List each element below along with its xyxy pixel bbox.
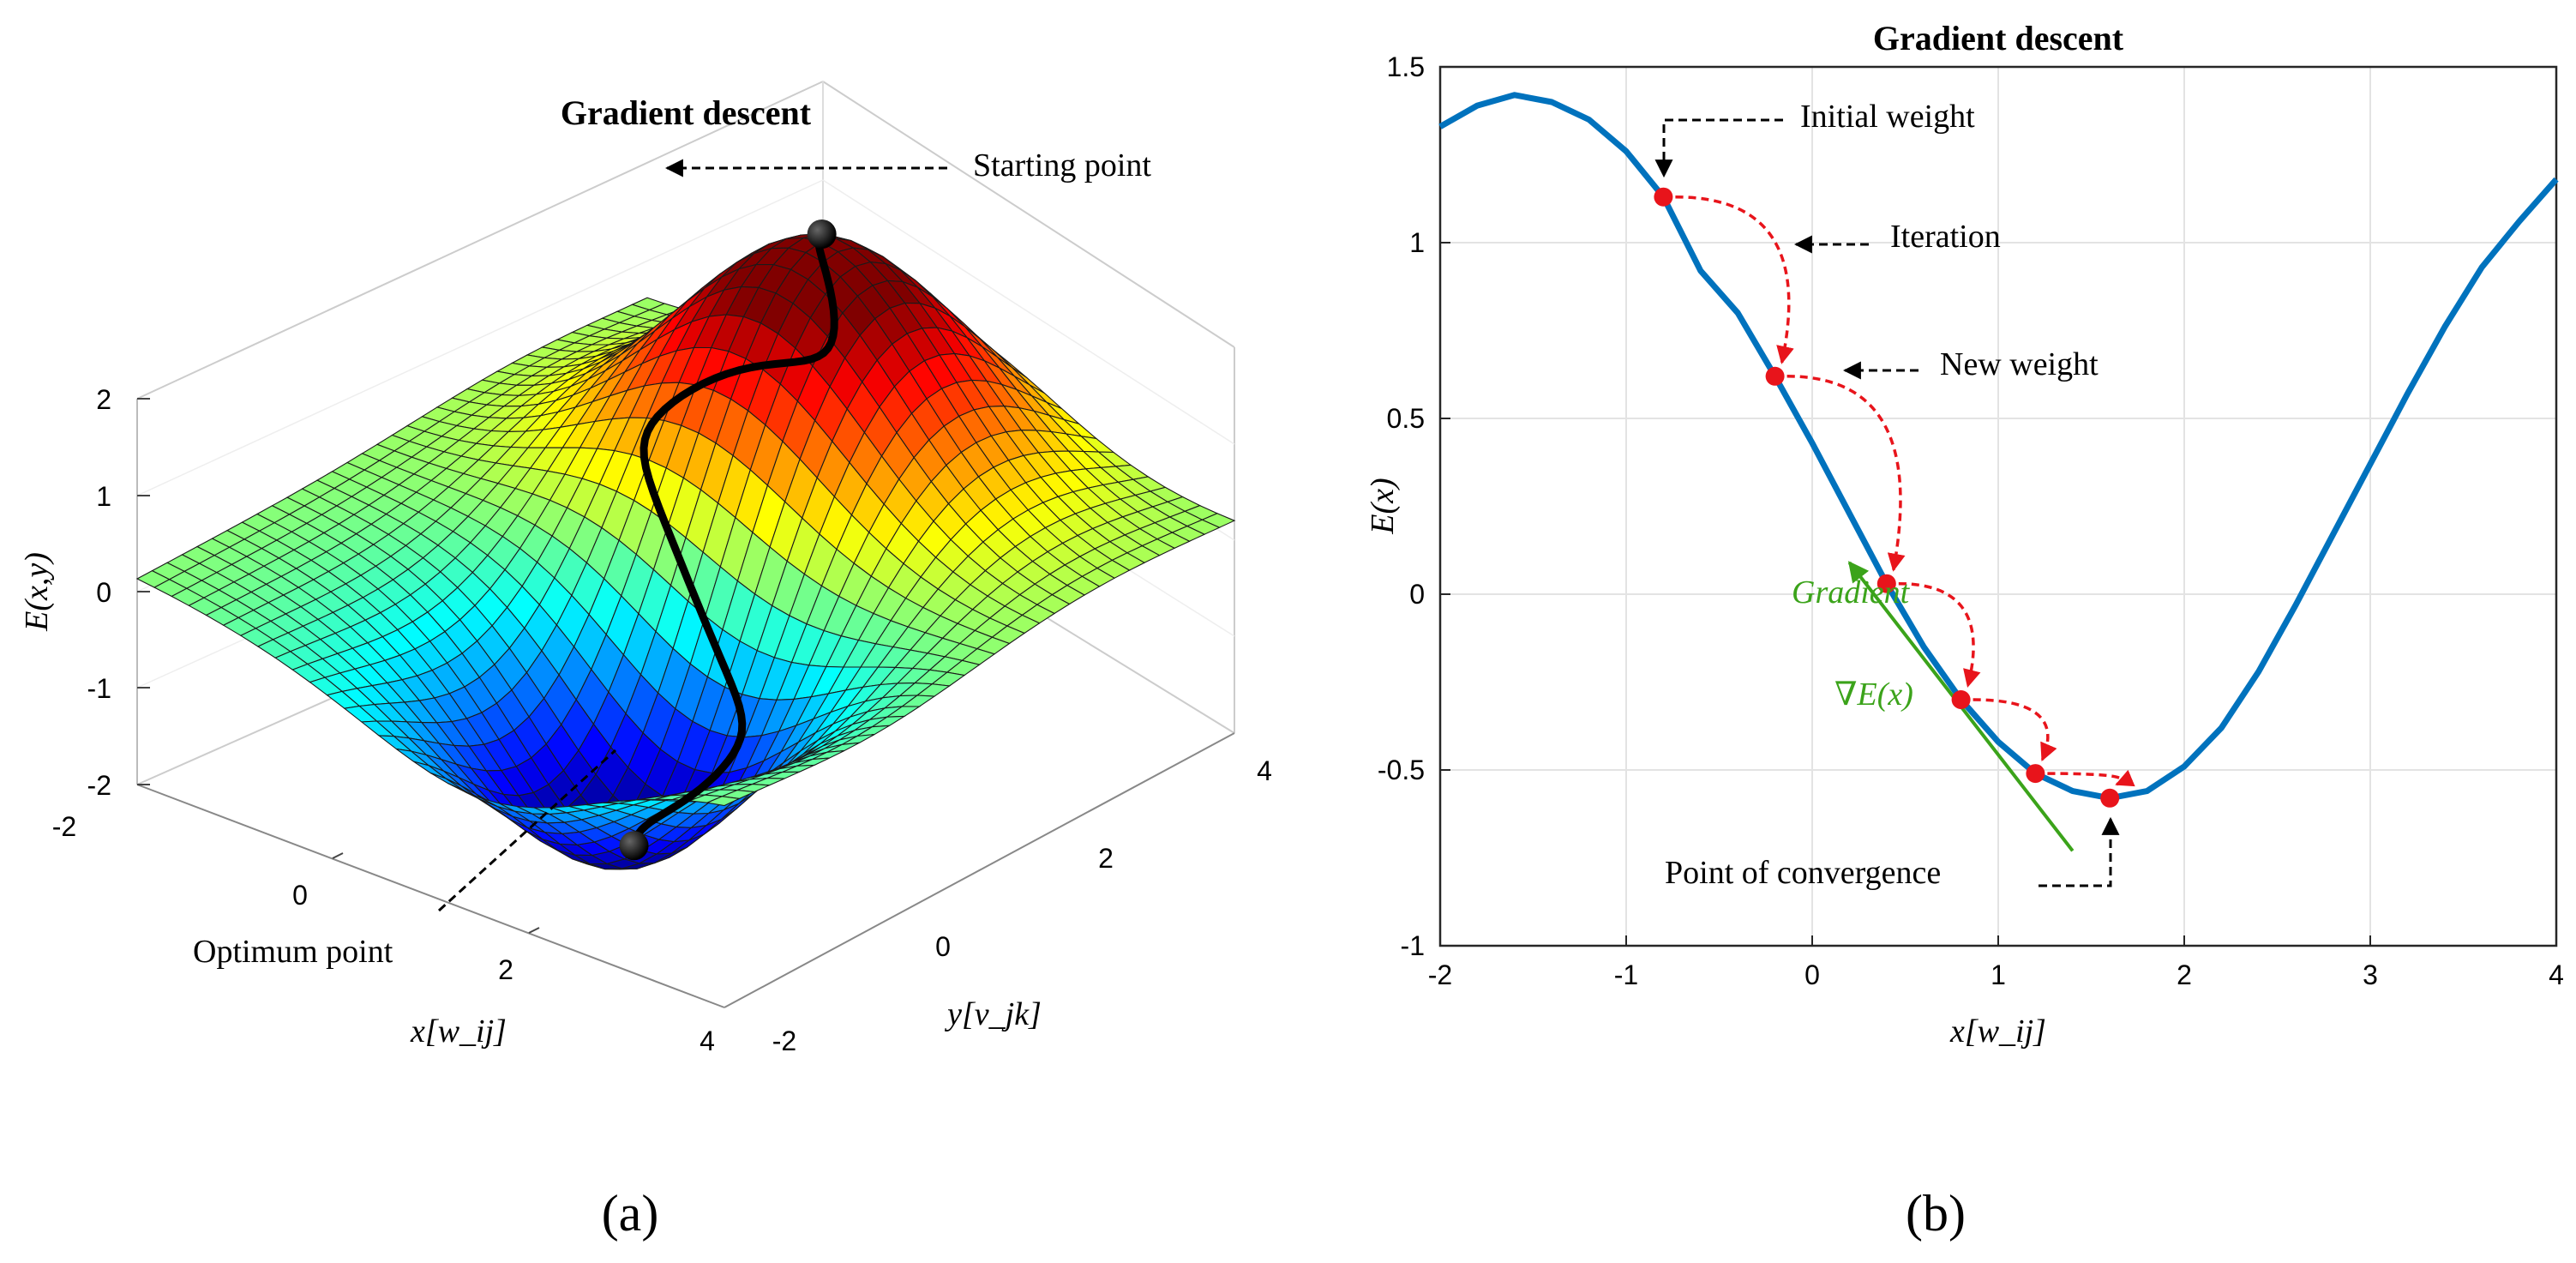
x-tick-label: 3 (2363, 959, 2378, 990)
descent-path (619, 220, 838, 861)
x-tick-label: 0 (292, 880, 308, 911)
series-line (1438, 92, 2559, 802)
chart-title: Gradient descent (561, 93, 812, 132)
y-tick-label: -1 (1401, 930, 1425, 961)
descent-path-line (630, 230, 838, 850)
caption-a: (a) (602, 1185, 659, 1242)
z-axis-ticks: 2 1 0 -1 -2 (87, 384, 150, 801)
y-axis-label: E(x) (1365, 478, 1401, 534)
gradient-label: Gradient (1792, 574, 1911, 610)
grid (1439, 66, 2557, 947)
x-tick-label: -2 (52, 811, 76, 842)
y-tick-label: 0 (935, 931, 951, 962)
iteration-point (2026, 764, 2045, 784)
y-tick-label: 4 (1257, 755, 1272, 786)
iteration-annotation: Iteration (1793, 219, 2001, 255)
optimum-point-annotation: Optimum point (193, 749, 617, 970)
surface-mesh (135, 233, 1236, 870)
new-weight-annotation: New weight (1842, 346, 2099, 382)
y-tick-label: 1.5 (1387, 51, 1425, 82)
z-axis-label: E(x,y) (19, 552, 55, 632)
optimum-point-label: Optimum point (193, 934, 393, 970)
x-tick-label: 0 (1804, 959, 1820, 990)
iteration-arrow (1973, 698, 2057, 762)
y-axis-ticks: -2 0 2 4 (772, 755, 1272, 1056)
chart-title: Gradient descent (1873, 19, 2124, 57)
iteration-point (1951, 690, 1971, 709)
convergence-label: Point of convergence (1665, 855, 1941, 891)
x-axis-label: x[w_ij] (1949, 1013, 2046, 1049)
x-tick-label: 2 (2177, 959, 2192, 990)
z-tick-label: 1 (96, 481, 111, 512)
initial-weight-label: Initial weight (1800, 99, 1975, 135)
z-tick-label: -1 (87, 673, 111, 704)
iteration-point (1654, 187, 1673, 207)
optimum-point-ball (619, 831, 649, 861)
y-tick-label: -0.5 (1378, 755, 1425, 785)
starting-point-annotation: Starting point (664, 147, 1151, 183)
iteration-arrow (1898, 581, 1981, 689)
x-axis-ticks: -2 0 2 4 (52, 811, 715, 1056)
starting-point-ball (807, 220, 837, 250)
initial-weight-annotation: Initial weight (1654, 99, 1975, 178)
panel-b-line-plot: -2 -1 0 1 2 3 41.510.50-0.5-1 Gradient descent… (1365, 19, 2564, 1242)
panel-a-surface-plot: 2 1 0 -1 -2 -2 0 2 4 -2 0 2 4 E(x,y) x[w… (19, 81, 1272, 1242)
x-tick-label: 2 (498, 954, 513, 985)
y-tick-label: 2 (1098, 843, 1114, 874)
iteration-point (1765, 366, 1785, 386)
iteration-arrows (1675, 195, 2135, 787)
y-tick-label: 1 (1409, 227, 1425, 258)
iteration-point (2100, 788, 2120, 808)
iteration-label: Iteration (1890, 219, 2001, 255)
x-tick-label: -2 (1428, 959, 1452, 990)
starting-point-label: Starting point (973, 147, 1151, 183)
z-tick-label: 0 (96, 577, 111, 608)
axis-ticks: -2 -1 0 1 2 3 41.510.50-0.5-1 (1378, 51, 2564, 990)
y-tick-label: 0 (1409, 579, 1425, 610)
surface-patch (705, 796, 742, 807)
x-tick-label: 4 (700, 1025, 715, 1056)
x-tick-label: 1 (1991, 959, 2006, 990)
iteration-arrow (1786, 375, 1906, 572)
z-tick-label: 2 (96, 384, 111, 415)
x-tick-label: -1 (1614, 959, 1638, 990)
y-tick-label: -2 (772, 1025, 796, 1056)
iteration-points (1654, 187, 2120, 808)
caption-b: (b) (1906, 1185, 1966, 1242)
y-axis-label: y[v_jk] (944, 996, 1042, 1032)
y-tick-label: 0.5 (1387, 403, 1425, 434)
iteration-arrow (1675, 195, 1794, 364)
convergence-annotation: Point of convergence (1665, 816, 2120, 891)
gradient-symbol-label: ∇E(x) (1834, 677, 1913, 713)
iteration-arrow (2047, 769, 2135, 787)
iteration-point (1876, 574, 1896, 593)
z-tick-label: -2 (87, 770, 111, 801)
new-weight-label: New weight (1940, 346, 2099, 382)
x-axis-label: x[w_ij] (410, 1013, 507, 1049)
x-tick-label: 4 (2549, 959, 2564, 990)
